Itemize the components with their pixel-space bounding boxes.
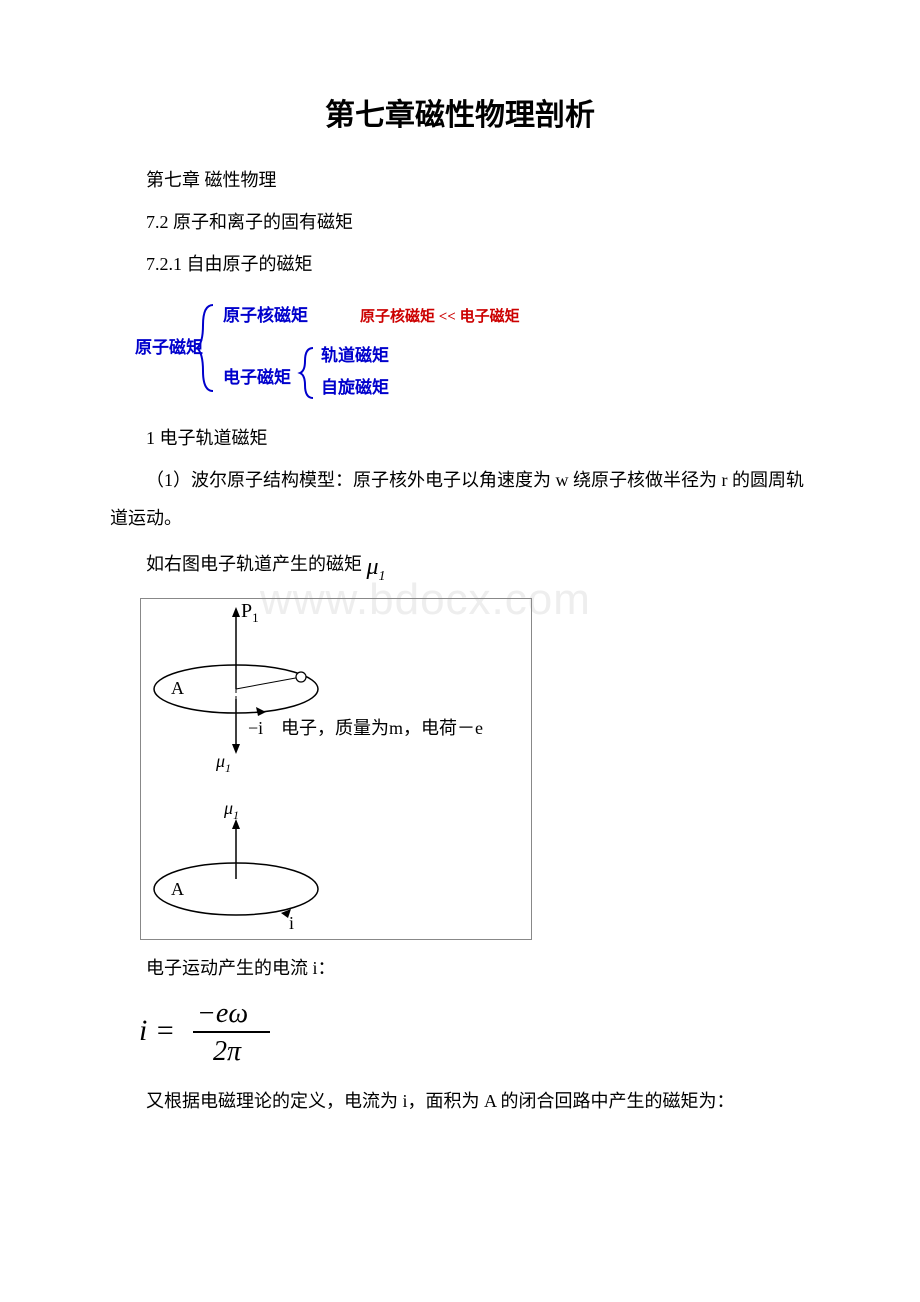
radius-line xyxy=(236,677,301,689)
formula-numerator: −eω xyxy=(197,998,248,1029)
mu1-symbol: μ1 xyxy=(367,554,386,580)
bracket-note: 原子核磁矩 << 电子磁矩 xyxy=(360,307,520,325)
mu1-label-upper: μ1 xyxy=(215,751,231,775)
electron-description: 电子，质量为m，电荷－e xyxy=(281,718,483,738)
page-title: 第七章磁性物理剖析 xyxy=(110,90,810,134)
em-definition-paragraph: 又根据电磁理论的定义，电流为 i，面积为 A 的闭合回路中产生的磁矩为： xyxy=(110,1083,810,1121)
current-arrowhead-upper-icon xyxy=(256,707,266,716)
mu1-label-lower: μ1 xyxy=(223,798,239,822)
formula-lhs: i = xyxy=(139,1014,175,1047)
right-figure-paragraph: 如右图电子轨道产生的磁矩 μ1 xyxy=(110,542,810,592)
mu1-arrowhead-upper-icon xyxy=(232,744,240,754)
bohr-model-paragraph: （1）波尔原子结构模型：原子核外电子以角速度为 w 绕原子核做半径为 r 的圆周… xyxy=(110,462,810,538)
p1-label: P1 xyxy=(241,600,259,625)
orbit-diagram: P1 A −i μ1 电子，质量为m，电荷－e μ1 xyxy=(140,598,532,940)
formula-current: i = −eω 2π xyxy=(135,994,810,1073)
section-7-2: 7.2 原子和离子的固有磁矩 xyxy=(110,204,810,242)
section-7-2-1: 7.2.1 自由原子的磁矩 xyxy=(110,246,810,284)
brace-small-icon xyxy=(300,348,313,398)
bracket-diagram: 原子磁矩 原子核磁矩 原子核磁矩 << 电子磁矩 电子磁矩 轨道磁矩 自旋磁矩 xyxy=(135,293,810,408)
p1-arrowhead-icon xyxy=(232,607,240,617)
formula-denominator: 2π xyxy=(213,1036,242,1067)
bracket-sub-orbit: 轨道磁矩 xyxy=(321,345,389,365)
area-label-upper: A xyxy=(171,678,184,698)
bracket-root-label: 原子磁矩 xyxy=(135,337,203,357)
bracket-branch-nuclear: 原子核磁矩 xyxy=(223,305,308,325)
bracket-branch-electron: 电子磁矩 xyxy=(223,367,291,387)
heading-electron-orbit-moment: 1 电子轨道磁矩 xyxy=(110,420,810,458)
current-paragraph: 电子运动产生的电流 i： xyxy=(110,950,810,988)
chapter-heading: 第七章 磁性物理 xyxy=(110,162,810,200)
electron-icon xyxy=(296,672,306,682)
right-figure-prefix: 如右图电子轨道产生的磁矩 xyxy=(146,554,362,574)
area-label-lower: A xyxy=(171,879,184,899)
minus-i-label: −i xyxy=(248,718,263,738)
bracket-sub-spin: 自旋磁矩 xyxy=(321,377,389,397)
i-label-lower: i xyxy=(289,913,294,933)
